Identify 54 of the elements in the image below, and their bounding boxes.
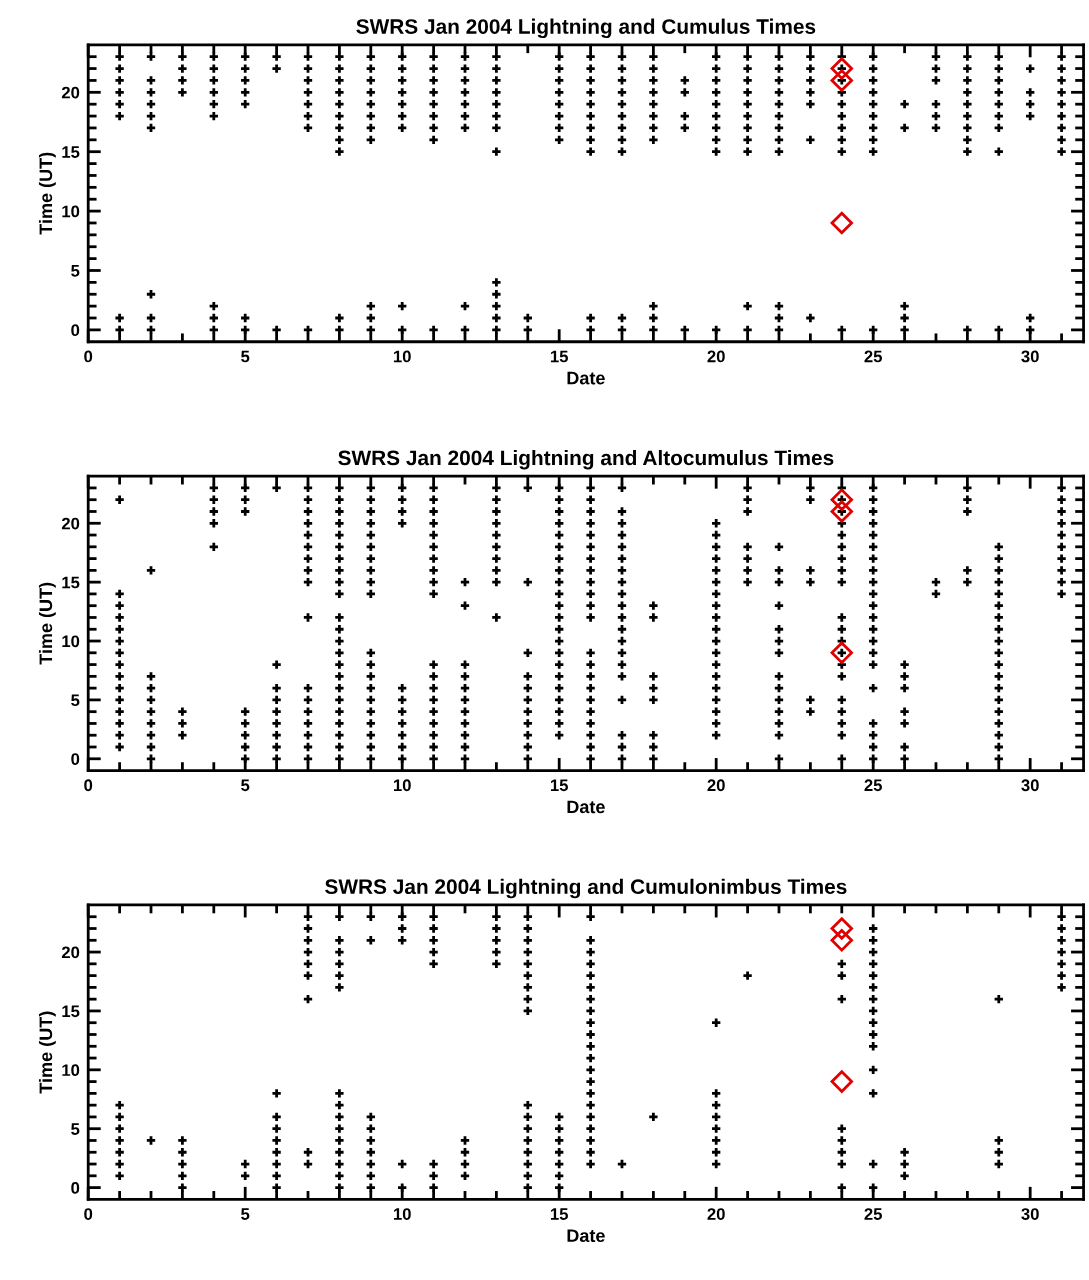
y-axis-title: Time (UT) (38, 152, 56, 235)
chart-title: SWRS Jan 2004 Lightning and Cumulonimbus Times (325, 878, 847, 899)
point (830, 69, 853, 92)
point (830, 488, 853, 511)
x-tick-label: 20 (707, 779, 725, 792)
y-tick-label: 10 (62, 1064, 80, 1077)
x-axis-title: Date (567, 371, 605, 385)
y-axis-title: Time (UT) (38, 582, 56, 665)
chart-title: SWRS Jan 2004 Lightning and Cumulus Times (356, 18, 816, 39)
x-tick-label: 10 (393, 779, 411, 792)
point (830, 57, 853, 80)
x-tick-label: 30 (1021, 779, 1039, 792)
x-tick-label: 15 (550, 350, 568, 363)
y-tick-label: 5 (71, 265, 80, 277)
x-tick-label: 5 (241, 350, 250, 363)
x-tick-label: 5 (241, 779, 250, 792)
point (830, 929, 853, 952)
x-tick-label: 30 (1021, 1208, 1039, 1220)
y-tick-label: 15 (62, 576, 80, 589)
point (830, 917, 853, 940)
y-tick-label: 5 (71, 1123, 80, 1135)
x-tick-label: 5 (241, 1208, 250, 1220)
point (830, 211, 853, 235)
y-tick-label: 15 (62, 146, 80, 158)
x-tick-label: 0 (84, 1208, 93, 1220)
x-tick-label: 25 (864, 1208, 882, 1220)
y-tick-label: 20 (61, 946, 80, 959)
chart-title: SWRS Jan 2004 Lightning and Altocumulus Times (338, 449, 834, 470)
x-axis-title: Date (567, 1229, 605, 1243)
x-tick-label: 20 (707, 1208, 725, 1220)
x-tick-label: 20 (707, 350, 725, 363)
y-tick-label: 0 (71, 1181, 80, 1194)
x-tick-label: 30 (1021, 350, 1039, 363)
y-tick-label: 5 (71, 694, 80, 707)
x-tick-label: 25 (864, 779, 882, 792)
y-tick-label: 20 (61, 517, 80, 530)
y-tick-label: 10 (62, 205, 80, 218)
y-tick-label: 0 (71, 753, 80, 765)
x-axis-title: Date (567, 800, 605, 814)
point (830, 500, 853, 523)
x-tick-label: 0 (84, 779, 93, 792)
y-tick-label: 10 (62, 635, 80, 648)
x-tick-label: 25 (864, 350, 882, 363)
x-tick-label: 15 (550, 1208, 568, 1220)
point (830, 1070, 853, 1093)
y-tick-label: 0 (71, 324, 80, 337)
x-tick-label: 15 (550, 779, 568, 792)
y-tick-label: 20 (61, 86, 80, 99)
x-tick-label: 10 (393, 350, 411, 363)
x-tick-label: 10 (393, 1208, 411, 1220)
y-axis-title: Time (UT) (38, 1011, 56, 1094)
x-tick-label: 0 (84, 350, 93, 363)
point (830, 641, 853, 665)
y-tick-label: 15 (62, 1005, 80, 1018)
